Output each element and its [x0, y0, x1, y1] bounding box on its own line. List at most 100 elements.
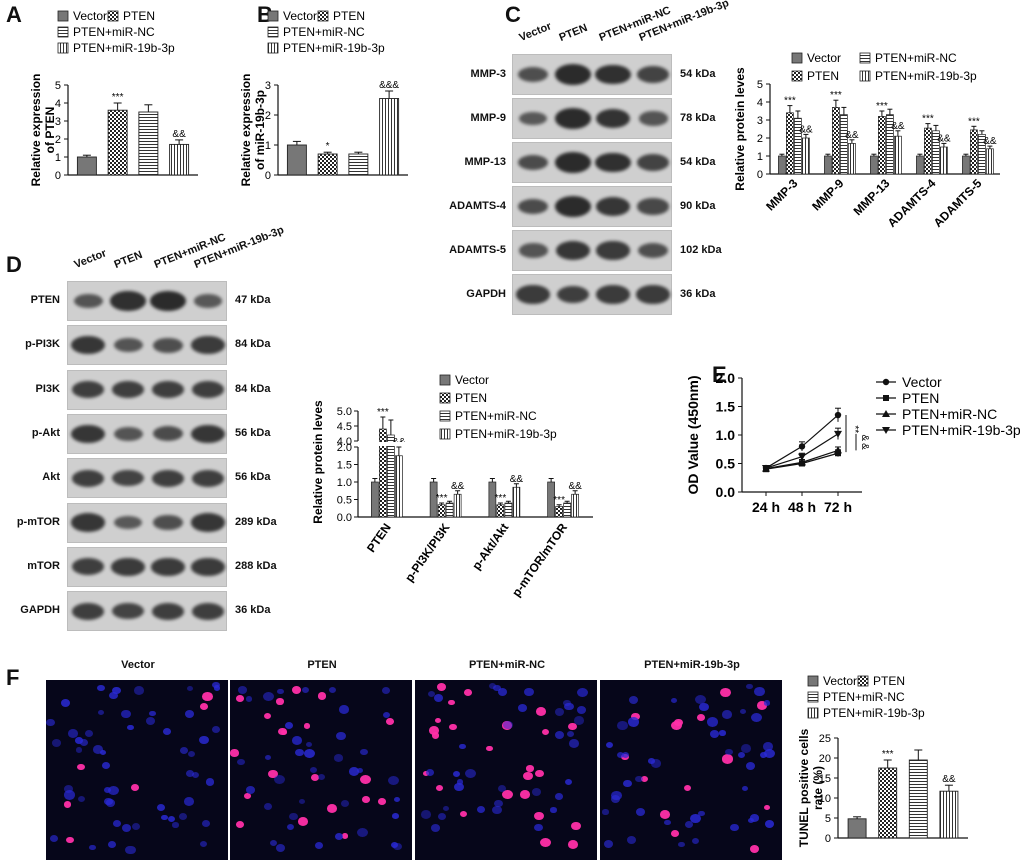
tunel-image — [46, 680, 228, 860]
blot-band — [518, 243, 548, 258]
y-tick-label: 0 — [825, 833, 831, 845]
legend-pten-swatch — [857, 675, 869, 687]
series-point-2 — [798, 458, 806, 466]
dapi-nucleus — [238, 686, 248, 694]
dapi-nucleus — [213, 685, 221, 691]
dapi-nucleus — [97, 710, 105, 716]
tunel-positive-nucleus — [448, 723, 457, 731]
dapi-nucleus — [161, 814, 168, 820]
dapi-nucleus — [393, 797, 401, 803]
bar-p-pi3k-pi3k-1 — [437, 504, 446, 518]
bar-p-akt-akt-2 — [504, 502, 513, 518]
blot-band — [595, 108, 631, 129]
tunel-positive-nucleus — [683, 785, 691, 792]
blot-strip — [67, 325, 227, 366]
legend-pten-swatch — [791, 70, 803, 82]
blot-kda: 84 kDa — [235, 382, 271, 395]
tunel-positive-nucleus — [263, 712, 272, 719]
blot-band — [191, 469, 225, 487]
dapi-nucleus — [356, 767, 364, 774]
dapi-nucleus — [692, 838, 700, 845]
x-tick-label: p-mTOR/mTOR — [509, 520, 570, 599]
y-axis-label-line: Relative expression — [29, 74, 43, 187]
dapi-nucleus — [391, 841, 399, 849]
tunel-positive-nucleus — [436, 683, 446, 692]
blot-band — [638, 243, 668, 258]
tunel-positive-nucleus — [720, 687, 731, 697]
tunel-positive-nucleus — [535, 769, 544, 777]
tunel-positive-nucleus — [541, 728, 550, 736]
tunel-positive-nucleus — [540, 838, 552, 848]
y-tick-label: 1.0 — [337, 477, 352, 489]
significance-label: && — [942, 774, 956, 785]
dapi-nucleus — [277, 688, 284, 695]
legend-pten-mir-label: PTEN+miR-19b-3p — [823, 706, 925, 720]
blot-band — [111, 381, 145, 399]
legend-pten-label: PTEN — [123, 9, 155, 23]
bar-vector — [76, 156, 97, 176]
blot-band — [191, 513, 225, 532]
dapi-nucleus — [263, 692, 275, 702]
legend-pten-mir-nc-label: PTEN+miR-NC — [823, 690, 905, 704]
significance-label: && — [568, 481, 582, 492]
tunel-positive-nucleus — [77, 763, 85, 771]
dapi-nucleus — [750, 713, 762, 723]
dapi-nucleus — [431, 824, 441, 833]
y-tick-label: 10 — [819, 793, 831, 805]
tunel-positive-nucleus — [697, 714, 706, 722]
dapi-nucleus — [328, 686, 337, 694]
tunel-image-title: PTEN+miR-NC — [468, 659, 546, 671]
bar-mmp-9-3 — [848, 143, 856, 175]
y-tick-label: 4.0 — [337, 436, 352, 448]
blot-band — [71, 381, 105, 399]
legend-marker-2 — [882, 410, 890, 417]
legend-pten-mir-nc-label: PTEN+miR-NC — [875, 51, 957, 65]
blot-strip — [67, 281, 227, 321]
dapi-nucleus — [185, 710, 195, 718]
dapi-nucleus — [274, 775, 285, 785]
blot-strip — [512, 274, 672, 315]
significance-label: *** — [968, 116, 980, 127]
dapi-nucleus — [245, 696, 253, 702]
dapi-nucleus — [339, 705, 349, 714]
tunel-positive-nucleus — [631, 712, 640, 721]
dapi-nucleus — [146, 716, 156, 725]
blot-band — [112, 602, 144, 620]
blot-strip — [512, 186, 672, 227]
y-tick-label: 25 — [819, 733, 831, 745]
dapi-nucleus — [264, 802, 273, 810]
series-point-3 — [798, 453, 806, 461]
y-tick-label: 4.5 — [337, 421, 352, 433]
y-tick-label: 2.0 — [337, 442, 352, 454]
dapi-nucleus — [719, 730, 726, 736]
blot-band — [596, 285, 630, 304]
series-point-3 — [834, 430, 842, 438]
lane-label: PTEN — [112, 248, 145, 271]
blot-band — [151, 557, 185, 576]
significance-label: && — [845, 130, 859, 141]
tunel-positive-nucleus — [526, 765, 534, 772]
legend-pten-label: PTEN — [873, 674, 905, 688]
axis-break-band — [352, 442, 587, 446]
dapi-nucleus — [310, 767, 318, 774]
dapi-nucleus — [497, 785, 506, 793]
blot-band — [191, 336, 225, 355]
bar-adamts-5-1 — [970, 129, 978, 175]
bar-mmp-3-3 — [802, 137, 810, 175]
significance-label: *** — [830, 90, 842, 101]
chart-f-tunel-rate: Vector PTEN PTEN+miR-NC PTEN+miR-19b-3p 0 5 10… — [797, 674, 968, 847]
significance-label: *** — [784, 96, 796, 107]
blot-band — [153, 515, 183, 530]
legend-pten-mir-nc-swatch — [859, 52, 871, 64]
dapi-nucleus — [573, 716, 585, 726]
blot-band — [71, 558, 105, 576]
tunel-positive-nucleus — [447, 699, 455, 706]
tunel-positive-nucleus — [281, 729, 288, 735]
legend-pten-label: PTEN — [807, 69, 839, 83]
dapi-nucleus — [84, 729, 94, 737]
dapi-nucleus — [212, 681, 220, 689]
dapi-nucleus — [314, 842, 323, 850]
dapi-nucleus — [464, 769, 476, 779]
x-tick-label: MMP-9 — [809, 176, 846, 213]
tunel-positive-nucleus — [268, 769, 278, 778]
